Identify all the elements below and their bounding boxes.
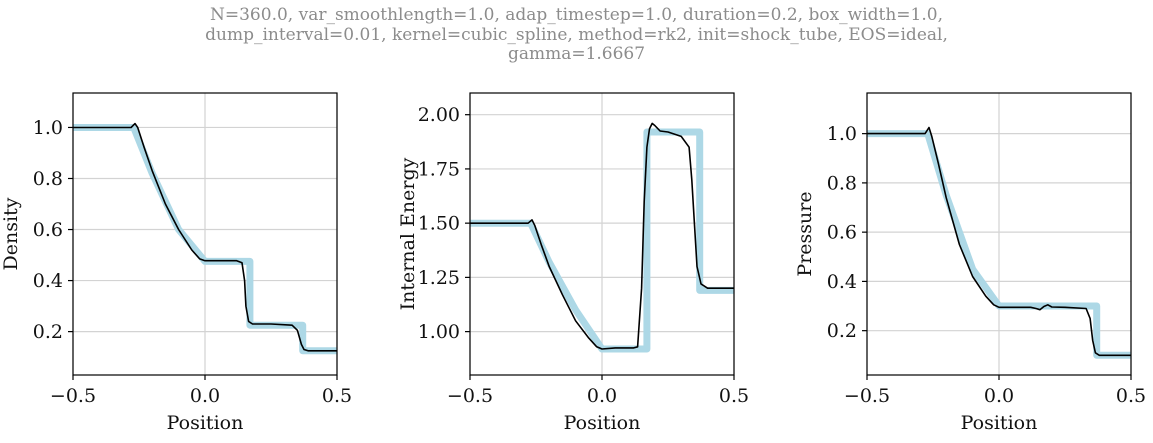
y-tick-label: 1.00 [418, 321, 460, 343]
y-axis-label: Pressure [794, 191, 816, 276]
x-tick-label: −0.5 [447, 385, 493, 407]
y-tick-label: 0.2 [33, 321, 63, 343]
x-axis-label: Position [961, 412, 1038, 434]
simulation-line [470, 122, 734, 350]
chart-internal-energy: −0.5 0.0 0.5 1.00 1.25 1.50 1.75 2.00 Position In… [397, 92, 749, 434]
y-tick-label: 1.50 [418, 213, 460, 235]
y-tick-label: 0.6 [827, 222, 857, 244]
x-axis-label: Position [564, 412, 641, 434]
y-tick-label: 0.8 [33, 168, 63, 190]
simulation-line [73, 122, 337, 352]
x-tick-label: 0.0 [587, 385, 617, 407]
x-tick-label: 0.5 [719, 385, 749, 407]
reference-solution-line [867, 130, 1131, 359]
y-tick-label: 1.25 [418, 267, 460, 289]
y-tick-label: 1.0 [827, 123, 857, 145]
y-tick-label: 0.4 [827, 271, 857, 293]
y-tick-label: 0.6 [33, 219, 63, 241]
title-line-3: gamma=1.6667 [507, 44, 646, 64]
x-tick-label: 0.0 [984, 385, 1014, 407]
title-line-2: dump_interval=0.01, kernel=cubic_spline,… [205, 24, 948, 45]
title-line-1: N=360.0, var_smoothlength=1.0, adap_time… [210, 5, 943, 25]
y-tick-label: 0.2 [827, 320, 857, 342]
x-tick-label: 0.0 [190, 385, 220, 407]
y-tick-label: 2.00 [418, 104, 460, 126]
simulation-line [867, 126, 1131, 357]
y-tick-label: 1.0 [33, 117, 63, 139]
figure-title: N=360.0, var_smoothlength=1.0, adap_time… [0, 5, 1153, 65]
x-tick-label: 0.5 [1116, 385, 1146, 407]
x-tick-label: −0.5 [844, 385, 890, 407]
x-tick-label: −0.5 [50, 385, 96, 407]
y-tick-label: 1.75 [418, 158, 460, 180]
y-tick-label: 0.4 [33, 270, 63, 292]
chart-pressure: −0.5 0.0 0.5 0.2 0.4 0.6 0.8 1.0 Position Pressur… [794, 92, 1146, 434]
chart-density: −0.5 0.0 0.5 0.2 0.4 0.6 0.8 1.0 Position Density [0, 92, 352, 434]
y-axis-label: Internal Energy [397, 157, 419, 310]
y-tick-label: 0.8 [827, 172, 857, 194]
y-axis-label: Density [0, 197, 22, 270]
x-tick-label: 0.5 [322, 385, 352, 407]
x-axis-label: Position [167, 412, 244, 434]
